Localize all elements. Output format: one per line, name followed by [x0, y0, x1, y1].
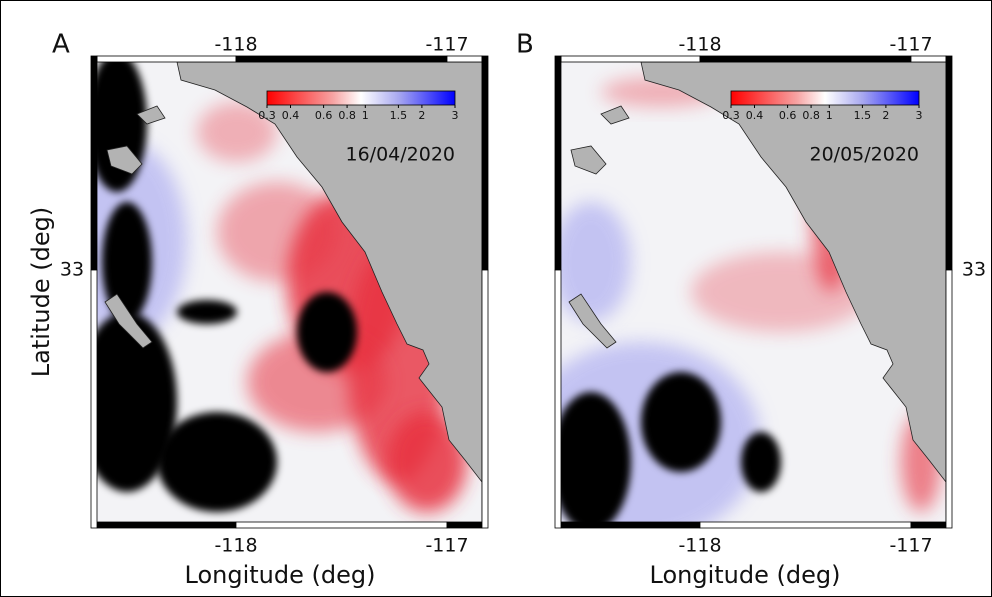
- frame: [945, 55, 953, 271]
- lon-tick-label: -117: [889, 34, 932, 56]
- red-area: [217, 182, 337, 282]
- map-panel: 16/04/2020 0.3 0.4 0.6 0.8 1 1.5 2 3: [90, 55, 489, 529]
- colorbar-tick-label: 0.3: [258, 109, 276, 122]
- lon-tick-label: -117: [889, 535, 932, 557]
- blue-area: [561, 202, 631, 322]
- frame: [235, 521, 448, 529]
- lon-tick-label: -118: [678, 535, 721, 557]
- red-area: [197, 102, 277, 162]
- island: [568, 293, 617, 349]
- lon-tick-label: -118: [214, 34, 257, 56]
- cloud-mask: [297, 292, 357, 372]
- frame: [554, 269, 562, 529]
- frame: [235, 55, 448, 63]
- frame: [481, 269, 489, 529]
- colorbar-tick-label: 1.5: [390, 109, 408, 122]
- red-area: [387, 412, 467, 512]
- cloud-mask: [157, 412, 277, 512]
- frame: [554, 55, 562, 271]
- island: [106, 145, 143, 175]
- frame: [96, 55, 237, 63]
- colorbar: [266, 90, 456, 106]
- colorbar-tick-label: 1: [826, 109, 833, 122]
- cloud-mask: [177, 300, 237, 324]
- map-panel: 20/05/2020 0.3 0.4 0.6 0.8 1 1.5 2 3: [554, 55, 953, 529]
- frame: [945, 269, 953, 529]
- cloud-mask: [97, 312, 177, 492]
- colorbar-tick-label: 0.4: [746, 109, 764, 122]
- colorbar-tick-label: 1: [362, 109, 369, 122]
- frame: [560, 55, 701, 63]
- colorbar-tick-label: 2: [882, 109, 889, 122]
- frame: [90, 55, 98, 271]
- cloud-mask: [641, 372, 721, 472]
- frame: [699, 521, 912, 529]
- lon-tick-label: -118: [214, 535, 257, 557]
- x-axis-label: Longitude (deg): [650, 561, 841, 589]
- colorbar-tick-label: 0.6: [315, 109, 333, 122]
- colorbar-tick-label: 3: [916, 109, 923, 122]
- date-label: 20/05/2020: [809, 144, 919, 166]
- panel-label: B: [516, 30, 534, 60]
- cloud-mask: [561, 392, 631, 522]
- x-axis-label: Longitude (deg): [185, 561, 376, 589]
- frame: [446, 55, 483, 63]
- map: [97, 62, 482, 522]
- colorbar-tick-label: 0.4: [282, 109, 300, 122]
- red-area: [247, 332, 387, 432]
- colorbar-tick-label: 0.8: [338, 109, 356, 122]
- lon-tick-label: -117: [425, 34, 468, 56]
- frame: [910, 521, 947, 529]
- colorbar-tick-label: 1.5: [854, 109, 872, 122]
- red-area: [691, 252, 871, 332]
- frame: [90, 269, 98, 529]
- cloud-mask: [102, 202, 152, 322]
- colorbar-tick-label: 2: [418, 109, 425, 122]
- lon-tick-label: -118: [678, 34, 721, 56]
- island: [136, 105, 166, 125]
- colorbar-tick-label: 3: [452, 109, 459, 122]
- colorbar-tick-label: 0.8: [802, 109, 820, 122]
- lat-tick-label: 33: [60, 259, 84, 281]
- colorbar: [730, 90, 920, 106]
- frame: [96, 521, 237, 529]
- frame: [446, 521, 483, 529]
- frame: [910, 55, 947, 63]
- frame: [699, 55, 912, 63]
- date-label: 16/04/2020: [345, 144, 455, 166]
- land: [640, 62, 946, 522]
- land: [176, 62, 482, 522]
- frame: [560, 521, 701, 529]
- colorbar-tick-label: 0.6: [779, 109, 797, 122]
- y-axis-label: Latitude (deg): [27, 207, 55, 377]
- island: [600, 105, 630, 125]
- lat-tick-label: 33: [962, 259, 986, 281]
- lon-tick-label: -117: [425, 535, 468, 557]
- map: [561, 62, 946, 522]
- cloud-mask: [741, 432, 781, 492]
- island: [570, 145, 607, 175]
- colorbar-tick-label: 0.3: [722, 109, 740, 122]
- panel-label: A: [52, 30, 70, 60]
- frame: [481, 55, 489, 271]
- island: [104, 293, 153, 349]
